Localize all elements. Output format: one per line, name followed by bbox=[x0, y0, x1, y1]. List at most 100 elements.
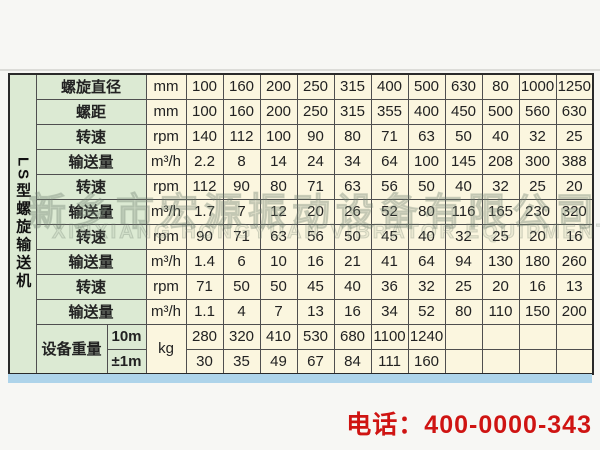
table-row: 转速 rpm 90 71 63 56 50 45 40 32 25 20 16 bbox=[9, 223, 594, 250]
spec-cell: 100 bbox=[407, 148, 446, 175]
spec-cell: 80 bbox=[333, 123, 372, 150]
table-row: 设备重量 10m kg 280 320 410 530 680 1100 1240 bbox=[9, 323, 594, 375]
spec-cell: 71 bbox=[222, 223, 261, 250]
spec-cell: 680 bbox=[333, 323, 372, 350]
spec-cell: 355 bbox=[370, 98, 409, 125]
spec-cell: 200 bbox=[555, 298, 594, 325]
spec-cell: 90 bbox=[296, 123, 335, 150]
spec-cell: 64 bbox=[370, 148, 409, 175]
spec-cell: 45 bbox=[370, 223, 409, 250]
vertical-title: LS型螺旋输送机 bbox=[14, 157, 32, 291]
spec-cell: 165 bbox=[481, 198, 520, 225]
spec-cell: 100 bbox=[185, 73, 224, 100]
spec-cell: 1000 bbox=[518, 73, 557, 100]
spec-cell: 40 bbox=[333, 273, 372, 300]
spec-cell: 71 bbox=[370, 123, 409, 150]
spec-cell: 21 bbox=[333, 248, 372, 275]
spec-cell: 500 bbox=[481, 98, 520, 125]
spec-cell: 4 bbox=[222, 298, 261, 325]
spec-cell: 6 bbox=[222, 248, 261, 275]
spec-cell: 410 bbox=[259, 323, 298, 350]
row-unit: m³/h bbox=[145, 198, 187, 225]
spec-cell: 90 bbox=[185, 223, 224, 250]
spec-cell: 84 bbox=[333, 348, 372, 375]
spec-cell: 12 bbox=[259, 198, 298, 225]
spec-cell: 80 bbox=[407, 198, 446, 225]
row-unit: rpm bbox=[145, 173, 187, 200]
row-label: 转速 bbox=[35, 223, 147, 250]
table-row: 转速 rpm 112 90 80 71 63 56 50 40 32 25 20 bbox=[9, 173, 594, 200]
spec-cell: 160 bbox=[222, 73, 261, 100]
spec-cell: 280 bbox=[185, 323, 224, 350]
spec-cell: 111 bbox=[370, 348, 409, 375]
spec-cell: 13 bbox=[555, 273, 594, 300]
row-label: 输送量 bbox=[35, 298, 147, 325]
spec-cell: 180 bbox=[518, 248, 557, 275]
row-unit: mm bbox=[145, 73, 187, 100]
spec-cell bbox=[555, 323, 594, 350]
spec-cell: 20 bbox=[555, 173, 594, 200]
spec-cell: 150 bbox=[518, 298, 557, 325]
spec-cell: 50 bbox=[333, 223, 372, 250]
spec-cell: 25 bbox=[555, 123, 594, 150]
spec-cell: 64 bbox=[407, 248, 446, 275]
spec-cell: 8 bbox=[222, 148, 261, 175]
spec-cell: 1.1 bbox=[185, 298, 224, 325]
spec-cell: 450 bbox=[444, 98, 483, 125]
spec-cell: 45 bbox=[296, 273, 335, 300]
spec-cell: 49 bbox=[259, 348, 298, 375]
row-unit: m³/h bbox=[145, 298, 187, 325]
spec-cell: 630 bbox=[444, 73, 483, 100]
row-label: 转速 bbox=[35, 173, 147, 200]
row-label: 螺旋直径 bbox=[35, 73, 147, 100]
spec-cell: 50 bbox=[259, 273, 298, 300]
spec-cell: 90 bbox=[222, 173, 261, 200]
spec-cell: 26 bbox=[333, 198, 372, 225]
spec-cell: 52 bbox=[407, 298, 446, 325]
table-row: 转速 rpm 71 50 50 45 40 36 32 25 20 16 13 bbox=[9, 273, 594, 300]
spec-cell: 116 bbox=[444, 198, 483, 225]
spec-cell: 80 bbox=[444, 298, 483, 325]
spec-cell: 20 bbox=[296, 198, 335, 225]
spec-cell: 25 bbox=[518, 173, 557, 200]
spec-cell: 388 bbox=[555, 148, 594, 175]
table-row: 转速 rpm 140 112 100 90 80 71 63 50 40 32 25 bbox=[9, 123, 594, 150]
spec-cell: 40 bbox=[444, 173, 483, 200]
divider-line bbox=[0, 69, 600, 71]
table-row: LS型螺旋输送机 螺旋直径 mm 100 160 200 250 315 400 500 630 80… bbox=[8, 73, 594, 375]
table-row: 螺距 mm 100 160 200 250 315 355 400 450 500 560 630 bbox=[9, 98, 594, 125]
spec-cell: 32 bbox=[444, 223, 483, 250]
spec-cell: 160 bbox=[407, 348, 446, 375]
spec-cell: 400 bbox=[370, 73, 409, 100]
spec-cell bbox=[518, 323, 557, 350]
table-row: 输送量 m³/h 1.4 6 10 16 21 41 64 94 130 180 260 bbox=[9, 248, 594, 275]
weight-sub-label: ±1m bbox=[106, 348, 147, 375]
spec-cell: 71 bbox=[296, 173, 335, 200]
row-unit: mm bbox=[145, 98, 187, 125]
spec-cell: 34 bbox=[370, 298, 409, 325]
row-label: 输送量 bbox=[35, 248, 147, 275]
spec-cell: 63 bbox=[407, 123, 446, 150]
spec-cell: 20 bbox=[481, 273, 520, 300]
spec-cell: 130 bbox=[481, 248, 520, 275]
row-label: 输送量 bbox=[35, 198, 147, 225]
spec-cell: 200 bbox=[259, 73, 298, 100]
spec-cell: 24 bbox=[296, 148, 335, 175]
spec-cell: 500 bbox=[407, 73, 446, 100]
spec-cell bbox=[444, 348, 483, 375]
spec-cell: 1100 bbox=[370, 323, 409, 350]
spec-cell: 315 bbox=[333, 98, 372, 125]
spec-cell: 630 bbox=[555, 98, 594, 125]
spec-cell: 560 bbox=[518, 98, 557, 125]
spec-table: LS型螺旋输送机 螺旋直径 mm 100 160 200 250 315 400 500 630 80… bbox=[8, 73, 595, 375]
spec-cell: 7 bbox=[222, 198, 261, 225]
spec-cell: 13 bbox=[296, 298, 335, 325]
spec-cell: 315 bbox=[333, 73, 372, 100]
spec-cell: 250 bbox=[296, 98, 335, 125]
spec-cell: 320 bbox=[555, 198, 594, 225]
spec-cell: 320 bbox=[222, 323, 261, 350]
spec-cell bbox=[481, 348, 520, 375]
spec-cell: 16 bbox=[333, 298, 372, 325]
spec-cell: 16 bbox=[296, 248, 335, 275]
spec-cell: 40 bbox=[407, 223, 446, 250]
